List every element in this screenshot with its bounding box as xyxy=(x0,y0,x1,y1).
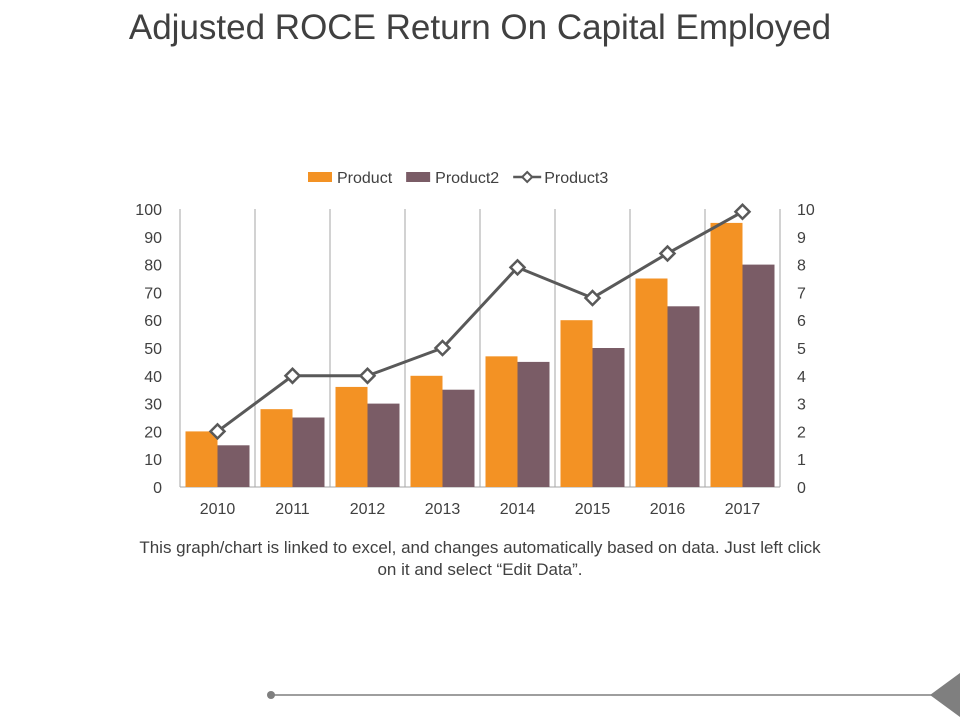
bar-product-2015 xyxy=(560,320,593,487)
bar-product2-2017 xyxy=(742,264,775,487)
y2-tick-label: 10 xyxy=(797,202,815,219)
line-product3 xyxy=(216,210,744,433)
y-tick-label: 30 xyxy=(144,397,162,414)
bar-product-2010 xyxy=(185,431,218,487)
y2-tick-label: 6 xyxy=(797,313,806,330)
bar-product-2017 xyxy=(710,222,743,487)
point-product3-2015 xyxy=(583,289,602,307)
x-tick-label: 2013 xyxy=(425,501,461,518)
line-series xyxy=(208,203,752,441)
footer-arrow xyxy=(930,673,960,717)
y2-tick-label: 8 xyxy=(797,258,806,275)
bar-product2-2015 xyxy=(592,348,625,487)
y2-tick-label: 3 xyxy=(797,397,806,414)
legend: Product Product2 Product3 xyxy=(308,170,608,187)
bar-product-2013 xyxy=(410,375,443,487)
bar-series xyxy=(185,222,775,487)
point-product3-2017 xyxy=(733,203,752,221)
bar-product-2014 xyxy=(485,356,518,487)
bar-product2-2012 xyxy=(367,403,400,487)
point-product3-2012 xyxy=(358,367,377,385)
x-tick-label: 2017 xyxy=(725,501,761,518)
x-tick-label: 2015 xyxy=(575,501,611,518)
chart-title: Adjusted ROCE Return On Capital Employed xyxy=(128,8,832,47)
y-tick-label: 90 xyxy=(144,230,162,247)
x-tick-label: 2010 xyxy=(200,501,236,518)
legend-swatch-product2 xyxy=(406,172,431,182)
x-tick-label: 2014 xyxy=(500,501,536,518)
y-tick-label: 50 xyxy=(144,341,162,358)
y-tick-label: 0 xyxy=(153,480,162,497)
bar-product2-2016 xyxy=(667,306,700,487)
legend-label-product3: Product3 xyxy=(544,170,608,187)
y-tick-label: 100 xyxy=(135,202,162,219)
axis-ticks: 0 10 20 30 40 50 60 70 80 90 100 0 1 2 3 4 5 6 7 8 9 10 2010 20… xyxy=(135,202,815,518)
bar-product2-2014 xyxy=(517,361,550,487)
point-product3-2013 xyxy=(433,339,452,357)
footer-dot xyxy=(267,691,275,699)
y2-tick-label: 5 xyxy=(797,341,806,358)
legend-swatch-product xyxy=(308,172,332,182)
y-tick-label: 20 xyxy=(144,424,162,441)
legend-label-product2: Product2 xyxy=(435,170,499,187)
x-tick-label: 2016 xyxy=(650,501,686,518)
bar-product2-2011 xyxy=(292,417,325,487)
x-tick-label: 2012 xyxy=(350,501,386,518)
chart-caption: This graph/chart is linked to excel, and… xyxy=(139,538,821,579)
point-product3-2011 xyxy=(283,367,302,385)
bar-product2-2013 xyxy=(442,389,475,487)
footer-decoration xyxy=(267,673,960,717)
point-product3-2016 xyxy=(658,244,677,263)
bar-product-2016 xyxy=(635,278,668,487)
y2-tick-label: 4 xyxy=(797,369,806,386)
bar-product-2011 xyxy=(260,409,293,487)
y2-tick-label: 7 xyxy=(797,285,806,302)
legend-marker-product3 xyxy=(520,170,534,184)
legend-label-product: Product xyxy=(337,170,393,187)
y2-tick-label: 1 xyxy=(797,452,806,469)
bar-product-2012 xyxy=(335,386,368,487)
y-tick-label: 40 xyxy=(144,369,162,386)
y-tick-label: 60 xyxy=(144,313,162,330)
y2-tick-label: 9 xyxy=(797,230,806,247)
x-tick-label: 2011 xyxy=(275,501,310,518)
y2-tick-label: 0 xyxy=(797,480,806,497)
bar-product2-2010 xyxy=(217,445,250,487)
point-product3-2014 xyxy=(508,258,527,277)
point-product3-2010 xyxy=(208,422,227,441)
y-tick-label: 10 xyxy=(144,452,162,469)
y-tick-label: 80 xyxy=(144,258,162,275)
y-tick-label: 70 xyxy=(144,285,162,302)
y2-tick-label: 2 xyxy=(797,424,806,441)
